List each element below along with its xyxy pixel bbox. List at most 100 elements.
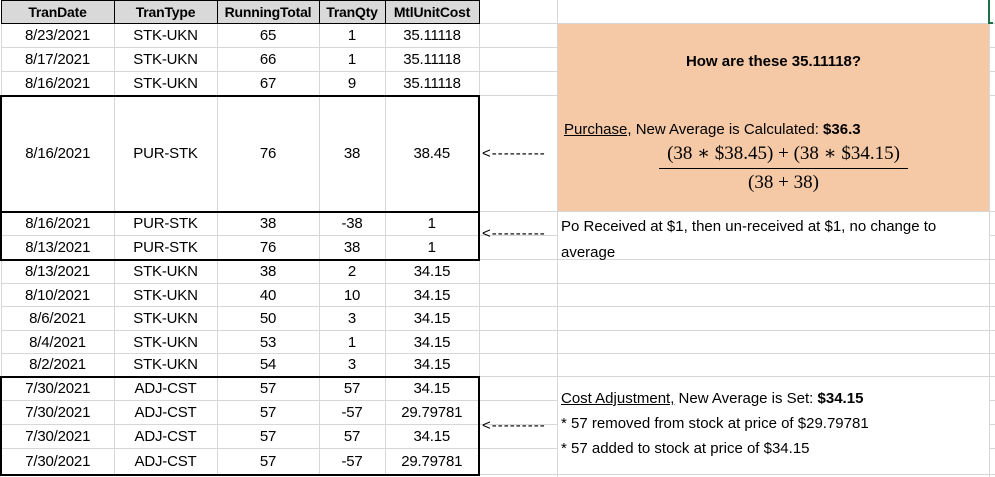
header-mtlunitcost[interactable]: MtlUnitCost	[384, 0, 480, 24]
cell-mtlunitcost[interactable]: 34.15	[384, 353, 480, 377]
po-note-line1: Po Received at $1, then un-received at $…	[561, 218, 937, 235]
header-tranqty[interactable]: TranQty	[318, 0, 386, 24]
po-received-note[interactable]: Po Received at $1, then un-received at $…	[558, 212, 989, 261]
cell-mtlunitcost[interactable]: 35.11118	[384, 71, 480, 96]
cell-trantype[interactable]: STK-UKN	[113, 306, 218, 331]
cell-tranqty[interactable]: 10	[318, 283, 386, 307]
cell-mtlunitcost[interactable]: 34.15	[384, 259, 480, 284]
cell-mtlunitcost[interactable]: 1	[384, 210, 480, 236]
header-runningtotal[interactable]: RunningTotal	[216, 0, 320, 24]
table-row: 8/16/2021 STK-UKN 67 9 35.11118	[0, 71, 480, 96]
header-trantype[interactable]: TranType	[113, 0, 218, 24]
cell-tranqty[interactable]: 57	[318, 375, 386, 401]
cell-trantype[interactable]: STK-UKN	[113, 259, 218, 284]
cell-trantype[interactable]: ADJ-CST	[113, 448, 218, 476]
cell-tranqty[interactable]: -57	[318, 400, 386, 425]
cell-mtlunitcost[interactable]: 34.15	[384, 424, 480, 449]
selection-border-fragment	[988, 0, 990, 24]
cell-trantype[interactable]: PUR-STK	[113, 235, 218, 261]
cell-runningtotal[interactable]: 38	[216, 210, 320, 236]
cell-trandate[interactable]: 8/10/2021	[0, 283, 115, 307]
cell-runningtotal[interactable]: 38	[216, 259, 320, 284]
table-row-adjustment-group: 7/30/2021 ADJ-CST 57 -57 29.79781	[0, 400, 480, 425]
cell-runningtotal[interactable]: 54	[216, 353, 320, 377]
table-row: 8/6/2021 STK-UKN 50 3 34.15	[0, 306, 480, 331]
header-trandate[interactable]: TranDate	[0, 0, 115, 24]
cell-trandate[interactable]: 8/16/2021	[0, 94, 115, 213]
cell-trandate[interactable]: 7/30/2021	[0, 448, 115, 476]
cell-tranqty[interactable]: -57	[318, 448, 386, 476]
cell-trantype[interactable]: STK-UKN	[113, 330, 218, 354]
cell-runningtotal[interactable]: 76	[216, 235, 320, 261]
cost-value: $34.15	[817, 390, 864, 407]
cell-trantype[interactable]: ADJ-CST	[113, 424, 218, 449]
cell-mtlunitcost[interactable]: 34.15	[384, 283, 480, 307]
cell-runningtotal[interactable]: 50	[216, 306, 320, 331]
cell-trantype[interactable]: PUR-STK	[113, 210, 218, 236]
cell-trandate[interactable]: 8/16/2021	[0, 71, 115, 96]
table-row-adjustment-group: 7/30/2021 ADJ-CST 57 -57 29.79781	[0, 448, 480, 476]
cell-trandate[interactable]: 8/16/2021	[0, 210, 115, 236]
cell-runningtotal[interactable]: 67	[216, 71, 320, 96]
cell-tranqty[interactable]: 57	[318, 424, 386, 449]
cell-runningtotal[interactable]: 76	[216, 94, 320, 213]
cell-tranqty[interactable]: 1	[318, 47, 386, 72]
cell-trandate[interactable]: 8/13/2021	[0, 235, 115, 261]
cell-trandate[interactable]: 8/6/2021	[0, 306, 115, 331]
cell-mtlunitcost[interactable]: 34.15	[384, 375, 480, 401]
cell-mtlunitcost[interactable]: 1	[384, 235, 480, 261]
cell-tranqty[interactable]: 3	[318, 306, 386, 331]
cell-mtlunitcost[interactable]: 34.15	[384, 330, 480, 354]
cell-tranqty[interactable]: 38	[318, 94, 386, 213]
cell-runningtotal[interactable]: 40	[216, 283, 320, 307]
cell-trandate[interactable]: 8/13/2021	[0, 259, 115, 284]
cell-trantype[interactable]: STK-UKN	[113, 353, 218, 377]
cell-trantype[interactable]: STK-UKN	[113, 283, 218, 307]
cell-runningtotal[interactable]: 53	[216, 330, 320, 354]
cell-trantype[interactable]: STK-UKN	[113, 47, 218, 72]
cell-runningtotal[interactable]: 57	[216, 400, 320, 425]
cell-mtlunitcost[interactable]: 34.15	[384, 306, 480, 331]
cell-runningtotal[interactable]: 57	[216, 375, 320, 401]
cell-tranqty[interactable]: -38	[318, 210, 386, 236]
pointer-arrow-adjustment: <---------	[482, 417, 546, 434]
table-row: 8/23/2021 STK-UKN 65 1 35.11118	[0, 23, 480, 48]
cell-tranqty[interactable]: 3	[318, 353, 386, 377]
cell-tranqty[interactable]: 9	[318, 71, 386, 96]
table-row-adjustment-group: 7/30/2021 ADJ-CST 57 57 34.15	[0, 375, 480, 401]
cell-mtlunitcost[interactable]: 38.45	[384, 94, 480, 213]
cell-trandate[interactable]: 8/4/2021	[0, 330, 115, 354]
cell-runningtotal[interactable]: 57	[216, 424, 320, 449]
cell-trantype[interactable]: PUR-STK	[113, 94, 218, 213]
cell-trandate[interactable]: 7/30/2021	[0, 400, 115, 425]
cost-note-line1: Cost Adjustment, New Average is Set: $34…	[558, 386, 989, 411]
cell-mtlunitcost[interactable]: 29.79781	[384, 400, 480, 425]
table-row-adjustment-group: 7/30/2021 ADJ-CST 57 57 34.15	[0, 424, 480, 449]
pointer-arrow-po: <---------	[482, 225, 546, 242]
cost-adjustment-note[interactable]: Cost Adjustment, New Average is Set: $34…	[558, 377, 989, 473]
cell-tranqty[interactable]: 38	[318, 235, 386, 261]
cell-runningtotal[interactable]: 65	[216, 23, 320, 48]
cell-tranqty[interactable]: 2	[318, 259, 386, 284]
cell-trantype[interactable]: STK-UKN	[113, 23, 218, 48]
cell-trandate[interactable]: 7/30/2021	[0, 424, 115, 449]
table-row-po-group: 8/16/2021 PUR-STK 38 -38 1	[0, 210, 480, 236]
cell-tranqty[interactable]: 1	[318, 23, 386, 48]
cell-trandate[interactable]: 8/2/2021	[0, 353, 115, 377]
cell-mtlunitcost[interactable]: 35.11118	[384, 23, 480, 48]
cell-trantype[interactable]: STK-UKN	[113, 71, 218, 96]
cell-trantype[interactable]: ADJ-CST	[113, 375, 218, 401]
cell-trandate[interactable]: 7/30/2021	[0, 375, 115, 401]
pointer-arrow-purchase: <---------	[482, 145, 546, 162]
highlight-note-box[interactable]: How are these 35.11118? Purchase, New Av…	[558, 24, 989, 211]
transactions-table: TranDate TranType RunningTotal TranQty M…	[0, 0, 480, 476]
cell-trandate[interactable]: 8/23/2021	[0, 23, 115, 48]
cell-runningtotal[interactable]: 57	[216, 448, 320, 476]
average-formula: (38 ∗ $38.45) + (38 ∗ $34.15) (38 + 38)	[558, 142, 989, 194]
cell-runningtotal[interactable]: 66	[216, 47, 320, 72]
cell-mtlunitcost[interactable]: 29.79781	[384, 448, 480, 476]
cell-trandate[interactable]: 8/17/2021	[0, 47, 115, 72]
cell-trantype[interactable]: ADJ-CST	[113, 400, 218, 425]
cell-tranqty[interactable]: 1	[318, 330, 386, 354]
cell-mtlunitcost[interactable]: 35.11118	[384, 47, 480, 72]
